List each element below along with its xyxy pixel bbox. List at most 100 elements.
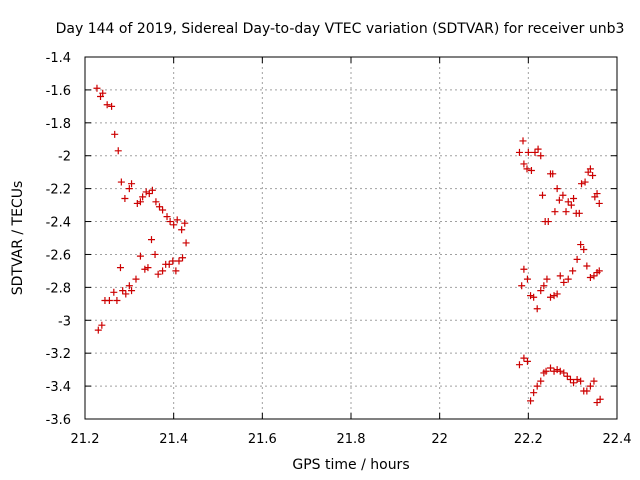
data-point: [520, 160, 528, 168]
data-point: [553, 366, 561, 374]
data-point: [155, 203, 163, 211]
data-point: [181, 219, 189, 227]
data-point: [139, 193, 147, 201]
data-point: [547, 364, 554, 372]
data-point: [567, 201, 575, 209]
data-point: [141, 265, 149, 273]
data-point: [577, 377, 585, 385]
data-point: [116, 264, 124, 272]
data-point: [527, 397, 535, 405]
data-point: [586, 382, 594, 390]
data-point: [520, 265, 528, 273]
data-point: [93, 84, 101, 92]
data-point: [550, 367, 558, 375]
data-point: [578, 180, 586, 188]
data-point: [537, 287, 545, 295]
data-point: [520, 354, 528, 362]
data-point: [98, 321, 106, 329]
y-tick-label: -2.8: [46, 281, 71, 296]
data-point: [543, 275, 551, 283]
data-point: [99, 89, 107, 97]
y-tick-label: -2.4: [46, 216, 71, 231]
y-axis-label: SDTVAR / TECUs: [10, 181, 26, 296]
data-point: [169, 257, 177, 265]
data-point: [595, 199, 603, 207]
data-point: [570, 379, 578, 387]
data-point: [165, 260, 173, 268]
data-point: [563, 372, 571, 380]
data-point: [179, 254, 187, 262]
data-point: [128, 287, 136, 295]
y-tick-label: -2.2: [46, 183, 71, 198]
data-point: [539, 191, 547, 199]
x-tick-label: 21.2: [71, 432, 100, 447]
data-point: [515, 361, 523, 369]
x-tick-label: 21.6: [248, 432, 277, 447]
data-point: [111, 130, 119, 138]
data-point: [590, 377, 598, 385]
data-point: [523, 357, 531, 365]
data-point: [523, 275, 531, 283]
data-point: [148, 236, 155, 244]
data-point: [163, 213, 171, 221]
chart-title: Day 144 of 2019, Sidereal Day-to-day VTE…: [56, 21, 625, 37]
data-point: [159, 206, 167, 214]
data-point: [159, 267, 167, 275]
data-point: [556, 367, 564, 375]
y-tick-label: -1.6: [46, 84, 71, 99]
data-point: [560, 278, 568, 286]
data-point: [182, 239, 190, 247]
data-point: [530, 293, 538, 301]
x-axis-label: GPS time / hours: [292, 457, 409, 473]
data-point: [547, 293, 554, 301]
data-point: [555, 196, 563, 204]
data-point: [556, 272, 564, 280]
data-point: [119, 287, 127, 295]
data-point: [518, 282, 526, 290]
x-tick-label: 22.4: [603, 432, 632, 447]
data-point: [559, 191, 567, 199]
data-point: [530, 389, 538, 397]
data-point: [586, 165, 594, 173]
data-point: [142, 188, 150, 196]
data-point: [148, 186, 156, 194]
data-point: [570, 195, 578, 203]
data-point: [542, 367, 550, 375]
data-point: [575, 209, 583, 217]
data-point: [144, 264, 152, 272]
data-point: [553, 290, 561, 298]
data-point: [589, 171, 597, 179]
data-point: [136, 252, 144, 260]
data-point: [133, 199, 141, 207]
data-point: [531, 148, 539, 156]
y-tick-label: -1.8: [46, 117, 71, 132]
data-point: [128, 180, 136, 188]
data-point: [596, 395, 604, 403]
y-tick-label: -3: [58, 314, 71, 329]
grid-lines: [85, 57, 617, 419]
y-tick-label: -3.2: [46, 347, 71, 362]
data-point: [523, 165, 531, 173]
data-point: [566, 376, 574, 384]
y-tick-label: -3.4: [46, 380, 71, 395]
data-point: [121, 195, 129, 203]
data-point: [580, 246, 588, 254]
axis-ticks: [84, 56, 618, 420]
x-tick-label: 22.2: [514, 432, 543, 447]
data-point: [152, 198, 160, 206]
data-point: [586, 273, 594, 281]
data-point: [172, 267, 180, 275]
data-point: [527, 167, 535, 175]
data-point: [590, 272, 598, 280]
y-tick-label: -2: [58, 150, 71, 165]
data-point: [154, 270, 162, 278]
data-point: [533, 305, 541, 313]
x-tick-label: 21.4: [159, 432, 188, 447]
data-point: [166, 218, 174, 226]
data-point: [175, 257, 183, 265]
data-point: [122, 290, 130, 298]
data-point: [534, 145, 542, 153]
data-point: [564, 198, 572, 206]
data-point: [527, 292, 535, 300]
y-tick-label: -1.4: [46, 51, 71, 66]
